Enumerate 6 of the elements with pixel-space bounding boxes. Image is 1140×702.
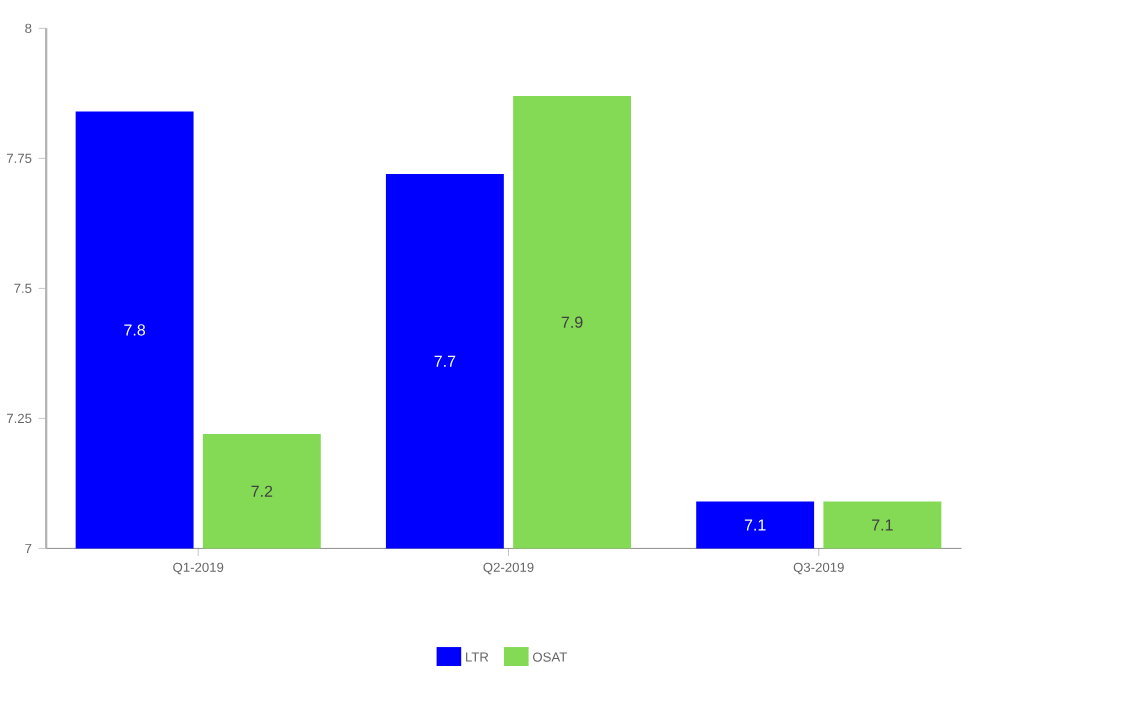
data-label: 7.8 — [124, 324, 146, 336]
data-label: 7.1 — [872, 519, 893, 531]
data-label: 7.9 — [561, 316, 583, 329]
data-label: 7.7 — [434, 355, 456, 367]
data-label: 7.1 — [744, 519, 766, 531]
data-label: 7.2 — [251, 485, 273, 497]
